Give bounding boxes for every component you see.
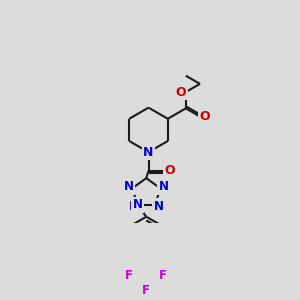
Text: N: N [159,180,169,194]
Text: N: N [133,199,142,212]
Text: F: F [159,269,167,282]
Text: F: F [125,269,133,282]
Text: O: O [175,85,186,98]
Text: N: N [154,200,164,213]
Text: N: N [124,180,134,194]
Text: O: O [200,110,210,123]
Text: F: F [142,284,150,297]
Text: O: O [165,164,176,177]
Text: N: N [129,200,139,213]
Text: N: N [143,146,154,159]
